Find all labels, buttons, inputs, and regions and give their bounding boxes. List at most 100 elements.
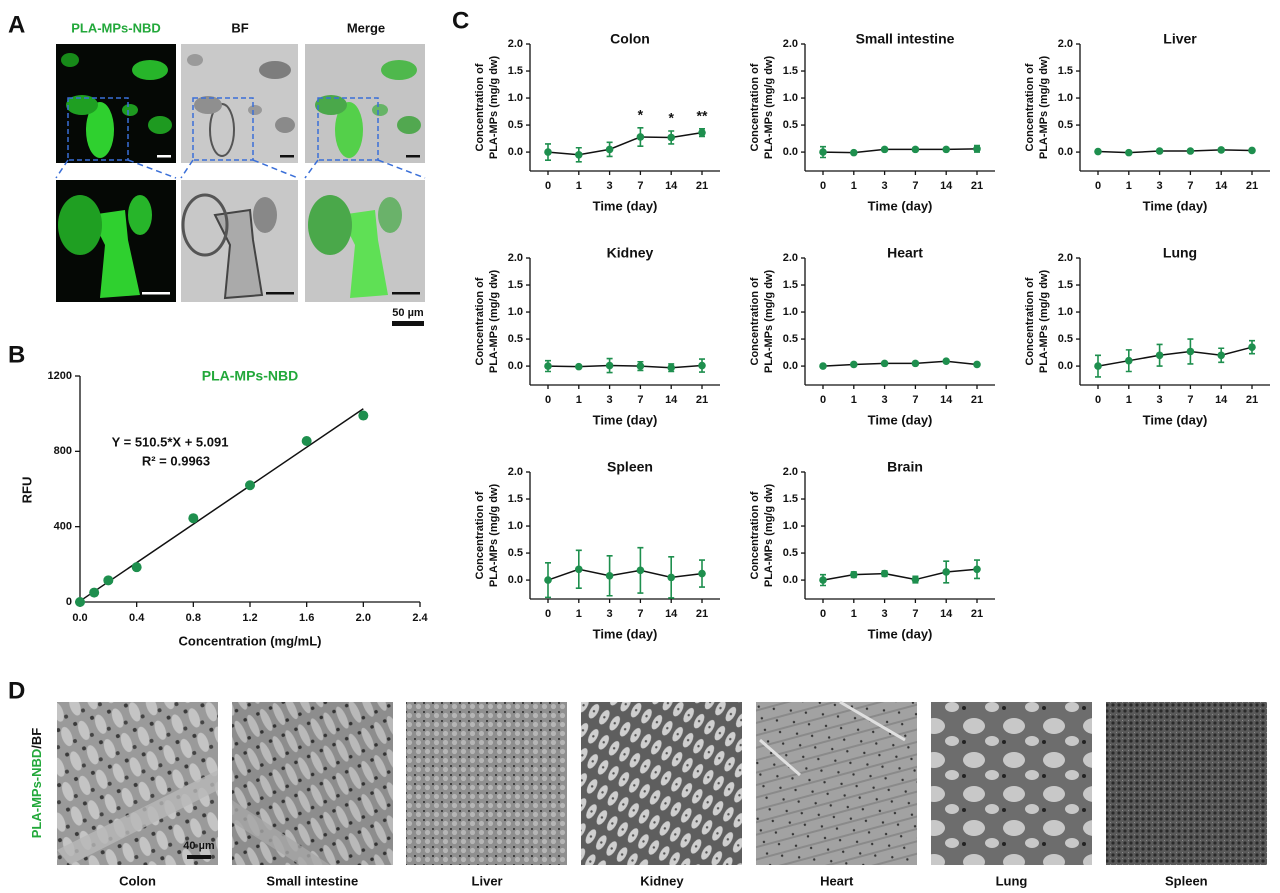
point	[850, 360, 858, 369]
x-tick-label: 0	[545, 608, 551, 620]
side-label-part: PLA-MPs-NBD	[29, 749, 44, 839]
x-tick-label: 1	[576, 608, 582, 620]
point	[1248, 343, 1256, 351]
x-tick-label: 3	[882, 608, 888, 620]
point	[1094, 147, 1102, 156]
x-tick-label: 21	[696, 180, 708, 192]
point	[698, 128, 706, 137]
y-axis-label: PLA-MPs (mg/g dw)	[763, 270, 775, 374]
y-tick-label: 0.0	[508, 146, 523, 158]
x-tick-label: 21	[971, 394, 983, 406]
point	[819, 148, 827, 156]
x-axis-label: Time (day)	[593, 626, 658, 641]
column-header: Merge	[347, 20, 385, 35]
fit-line	[79, 408, 364, 602]
y-axis-label: PLA-MPs (mg/g dw)	[488, 270, 500, 374]
x-tick-label: 3	[1157, 180, 1163, 192]
x-tick-label: 7	[912, 180, 918, 192]
y-tick-label: 0.5	[508, 547, 523, 559]
tissue-micrographs	[57, 700, 1267, 865]
significance: **	[697, 108, 708, 124]
y-tick-label: 1.5	[783, 65, 798, 77]
y-tick-label: 0.0	[783, 146, 798, 158]
point	[544, 148, 552, 156]
x-axis-label: Concentration (mg/mL)	[179, 633, 322, 648]
y-tick-label: 800	[54, 445, 72, 457]
x-axis-label: Time (day)	[1143, 198, 1208, 213]
y-tick-label: 0.5	[508, 333, 523, 345]
scale-bar	[187, 855, 211, 859]
x-axis-label: Time (day)	[868, 626, 933, 641]
x-tick-label: 14	[940, 180, 953, 192]
point	[75, 597, 85, 607]
point	[850, 148, 858, 157]
micrograph-merge-zoom	[305, 180, 425, 302]
x-tick-label: 7	[637, 180, 643, 192]
x-tick-label: 1	[576, 394, 582, 406]
point	[544, 576, 552, 584]
x-tick-label: 1	[1126, 180, 1132, 192]
point	[301, 435, 312, 446]
annotation: R² = 0.9963	[142, 453, 210, 468]
y-tick-label: 0.0	[508, 574, 523, 586]
y-tick-label: 2.0	[508, 466, 523, 478]
x-axis-label: Time (day)	[593, 412, 658, 427]
point	[575, 150, 583, 159]
y-tick-label: 0.0	[783, 360, 798, 372]
column-header: PLA-MPs-NBD	[71, 20, 161, 35]
point	[575, 362, 583, 371]
point	[850, 570, 858, 579]
point	[605, 145, 614, 154]
y-axis-label: RFU	[19, 477, 34, 504]
point	[880, 145, 889, 154]
x-tick-label: 0.4	[129, 612, 145, 624]
significance: *	[638, 106, 644, 122]
y-tick-label: 0.5	[783, 547, 798, 559]
point	[942, 145, 950, 154]
y-tick-label: 1.5	[783, 493, 798, 505]
chart-title: Lung	[1163, 245, 1197, 261]
micrograph-fluorescence	[56, 44, 176, 163]
y-tick-label: 1.0	[783, 306, 798, 318]
x-tick-label: 3	[607, 394, 613, 406]
y-tick-label: 0.0	[1058, 146, 1073, 158]
x-tick-label: 0	[545, 394, 551, 406]
y-axis-label: Concentration of	[749, 491, 761, 579]
y-tick-label: 1.5	[508, 279, 523, 291]
point	[667, 363, 675, 372]
line	[822, 148, 978, 154]
y-tick-label: 1.0	[508, 306, 523, 318]
point	[575, 565, 583, 574]
x-tick-label: 0	[820, 180, 826, 192]
tissue-label: Kidney	[640, 873, 684, 888]
chart-title: Colon	[610, 31, 650, 47]
y-tick-label: 2.0	[783, 38, 798, 50]
x-tick-label: 0	[1095, 180, 1101, 192]
x-tick-label: 3	[882, 394, 888, 406]
point	[245, 480, 255, 491]
y-axis-label: PLA-MPs (mg/g dw)	[488, 56, 500, 160]
panel-letter: C	[452, 7, 469, 34]
y-axis-label: PLA-MPs (mg/g dw)	[1038, 270, 1050, 374]
line	[822, 360, 978, 367]
x-tick-label: 21	[696, 608, 708, 620]
x-tick-label: 7	[1187, 394, 1193, 406]
y-tick-label: 0.5	[1058, 119, 1073, 131]
column-header: BF	[231, 20, 248, 35]
x-tick-label: 14	[940, 608, 953, 620]
point	[973, 565, 981, 574]
y-tick-label: 0.0	[1058, 360, 1073, 372]
y-tick-label: 1.0	[783, 520, 798, 532]
chart-title: Liver	[1163, 31, 1197, 47]
y-tick-label: 2.0	[783, 252, 798, 264]
y-tick-label: 2.0	[508, 252, 523, 264]
tissue-label: Heart	[820, 873, 854, 888]
y-tick-label: 0.5	[1058, 333, 1073, 345]
x-tick-label: 14	[940, 394, 953, 406]
x-tick-label: 1	[851, 180, 857, 192]
point	[819, 362, 827, 370]
y-tick-label: 0	[66, 596, 72, 608]
y-axis-label: Concentration of	[1024, 63, 1036, 151]
x-tick-label: 1	[851, 394, 857, 406]
y-tick-label: 1.0	[508, 520, 523, 532]
